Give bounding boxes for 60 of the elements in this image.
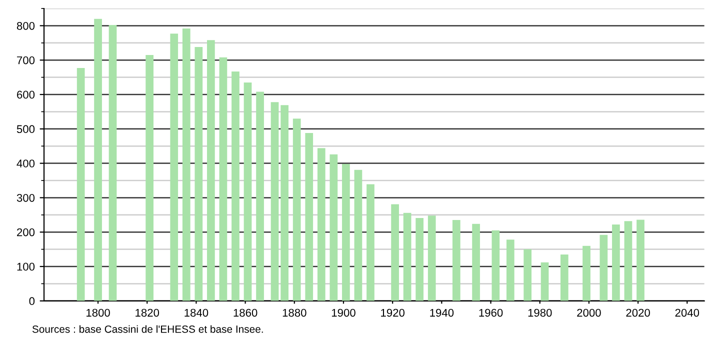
- bar: [428, 216, 436, 301]
- bar: [524, 249, 532, 301]
- bar: [108, 25, 117, 301]
- y-tick-label: 300: [16, 194, 35, 202]
- bar: [146, 54, 154, 301]
- bar: [256, 92, 264, 301]
- bar: [292, 118, 301, 301]
- bar: [317, 148, 326, 301]
- bar: [232, 71, 240, 301]
- x-tick-label: 2040: [675, 308, 700, 317]
- bar: [492, 230, 500, 301]
- x-tick-label: 2000: [577, 308, 601, 317]
- bar: [76, 68, 85, 301]
- bar: [330, 154, 338, 301]
- x-tick-label: 2020: [626, 308, 650, 317]
- bar: [624, 221, 632, 301]
- bar: [391, 204, 399, 301]
- bar: [182, 28, 190, 301]
- bar: [170, 34, 178, 301]
- bar: [280, 105, 289, 301]
- x-tick-label: 1980: [528, 308, 552, 317]
- bar: [94, 18, 102, 301]
- source-note: Sources : base Cassini de l'EHESS et base Insee.: [32, 325, 263, 333]
- bar: [560, 254, 568, 301]
- bar: [305, 133, 314, 301]
- x-tick-label: 1840: [184, 308, 208, 317]
- bar: [244, 82, 252, 301]
- x-tick-label: 1960: [479, 308, 503, 317]
- x-tick-label: 1900: [332, 308, 356, 317]
- x-tick-label: 1920: [381, 308, 405, 317]
- bar: [416, 218, 424, 301]
- bar: [354, 170, 362, 301]
- bar: [366, 184, 374, 301]
- bar: [636, 220, 644, 301]
- x-tick-label: 1940: [430, 308, 454, 317]
- y-tick-label: 400: [16, 160, 35, 168]
- bar: [540, 262, 549, 301]
- bar: [582, 246, 590, 301]
- bar: [403, 212, 412, 301]
- y-tick-label: 100: [17, 262, 35, 271]
- x-tick-label: 1880: [282, 308, 306, 317]
- y-tick-label: 500: [16, 125, 35, 134]
- bar: [219, 57, 228, 301]
- y-tick-label: 0: [29, 297, 35, 306]
- bar: [600, 234, 608, 301]
- bar: [207, 40, 215, 301]
- bar: [270, 102, 279, 301]
- y-tick-label: 600: [17, 90, 35, 99]
- y-tick-label: 700: [17, 56, 35, 64]
- bar: [612, 224, 620, 301]
- bar: [472, 224, 480, 301]
- bar: [452, 220, 460, 301]
- x-tick-label: 1860: [234, 308, 258, 317]
- bar: [194, 47, 203, 301]
- x-tick-label: 1820: [136, 308, 160, 317]
- y-tick-label: 200: [17, 228, 35, 236]
- bar: [506, 240, 514, 301]
- x-tick-label: 1800: [86, 308, 110, 317]
- bar: [342, 164, 350, 301]
- y-tick-label: 800: [16, 22, 35, 30]
